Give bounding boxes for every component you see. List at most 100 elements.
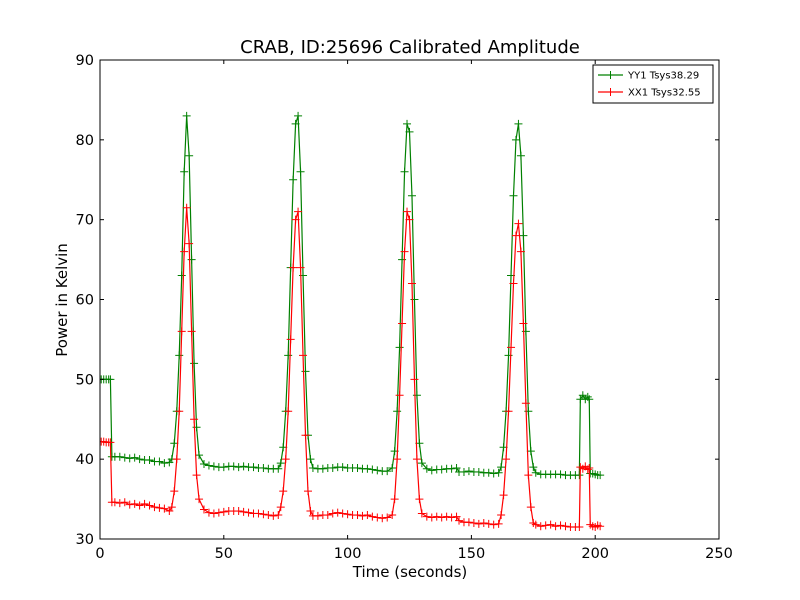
data-point xyxy=(106,375,115,384)
data-point xyxy=(276,459,285,468)
data-point xyxy=(358,511,367,520)
data-point xyxy=(279,487,288,496)
data-point xyxy=(417,459,426,468)
data-point xyxy=(412,391,421,400)
data-point xyxy=(296,263,305,272)
data-point xyxy=(479,519,488,528)
data-point xyxy=(269,511,278,520)
data-point xyxy=(145,501,154,510)
data-point xyxy=(175,351,184,360)
data-point xyxy=(383,467,392,476)
data-point xyxy=(214,508,223,517)
data-point xyxy=(422,512,431,521)
data-point xyxy=(437,465,446,474)
data-point xyxy=(410,295,419,304)
data-point xyxy=(469,519,478,528)
data-point xyxy=(583,465,592,474)
data-point xyxy=(427,466,436,475)
data-point xyxy=(353,463,362,472)
data-point xyxy=(383,513,392,522)
data-point xyxy=(368,465,377,474)
y-tick-label: 70 xyxy=(76,213,94,229)
data-point xyxy=(516,151,525,160)
data-point xyxy=(254,509,263,518)
data-point xyxy=(551,522,560,531)
data-point xyxy=(494,519,503,528)
data-point xyxy=(172,455,181,464)
data-point xyxy=(447,464,456,473)
data-point xyxy=(484,519,493,528)
data-point xyxy=(536,522,545,531)
data-point xyxy=(259,463,268,472)
data-point xyxy=(514,219,523,228)
data-point xyxy=(120,498,129,507)
data-point xyxy=(177,271,186,280)
data-point xyxy=(125,500,134,509)
data-point xyxy=(249,463,258,472)
data-point xyxy=(284,407,293,416)
data-point xyxy=(187,255,196,264)
data-point xyxy=(333,508,342,517)
legend-label: XX1 Tsys32.55 xyxy=(628,88,701,99)
data-point xyxy=(306,507,315,516)
data-point xyxy=(556,470,565,479)
data-point xyxy=(328,509,337,518)
data-point xyxy=(407,191,416,200)
data-point xyxy=(150,503,159,512)
axis-ticks: 0 50 100 150 200 250 30 40 50 60 70 80 90 xyxy=(76,53,733,562)
data-point xyxy=(185,151,194,160)
data-point xyxy=(167,503,176,512)
data-point xyxy=(529,463,538,472)
data-point xyxy=(177,327,186,336)
data-point xyxy=(135,455,144,464)
data-point xyxy=(195,451,204,460)
data-point xyxy=(180,247,189,256)
data-point xyxy=(516,247,525,256)
data-point xyxy=(447,513,456,522)
data-point xyxy=(199,505,208,514)
data-point xyxy=(541,521,550,530)
legend-item: XX1 Tsys32.55 xyxy=(598,88,701,99)
data-point xyxy=(405,127,414,136)
data-point xyxy=(524,471,533,480)
y-tick-label: 50 xyxy=(76,372,94,388)
data-point xyxy=(239,507,248,516)
y-tick-label: 80 xyxy=(76,133,94,149)
data-point xyxy=(504,407,513,416)
data-point xyxy=(373,513,382,522)
data-point xyxy=(497,463,506,472)
x-tick-label: 200 xyxy=(581,546,609,562)
data-point xyxy=(294,207,303,216)
data-point xyxy=(489,520,498,529)
data-point xyxy=(190,415,199,424)
data-point xyxy=(130,453,139,462)
data-point xyxy=(378,514,387,523)
data-point xyxy=(264,511,273,520)
data-point xyxy=(474,519,483,528)
data-point xyxy=(507,343,516,352)
data-point xyxy=(511,135,520,144)
data-point xyxy=(291,119,300,128)
data-point xyxy=(190,359,199,368)
data-point xyxy=(182,111,191,120)
x-axis-label: Time (seconds) xyxy=(352,563,468,581)
data-point xyxy=(489,469,498,478)
data-point xyxy=(390,495,399,504)
data-point xyxy=(291,215,300,224)
data-point xyxy=(596,522,605,531)
data-point xyxy=(274,511,283,520)
data-point xyxy=(556,521,565,530)
data-point xyxy=(276,503,285,512)
data-point xyxy=(187,327,196,336)
data-point xyxy=(363,464,372,473)
data-point xyxy=(373,466,382,475)
data-point xyxy=(160,459,169,468)
x-tick-label: 50 xyxy=(215,546,233,562)
data-point xyxy=(575,523,584,532)
data-point xyxy=(432,512,441,521)
data-point xyxy=(521,399,530,408)
data-point xyxy=(244,508,253,517)
data-point xyxy=(209,509,218,518)
data-point xyxy=(323,511,332,520)
